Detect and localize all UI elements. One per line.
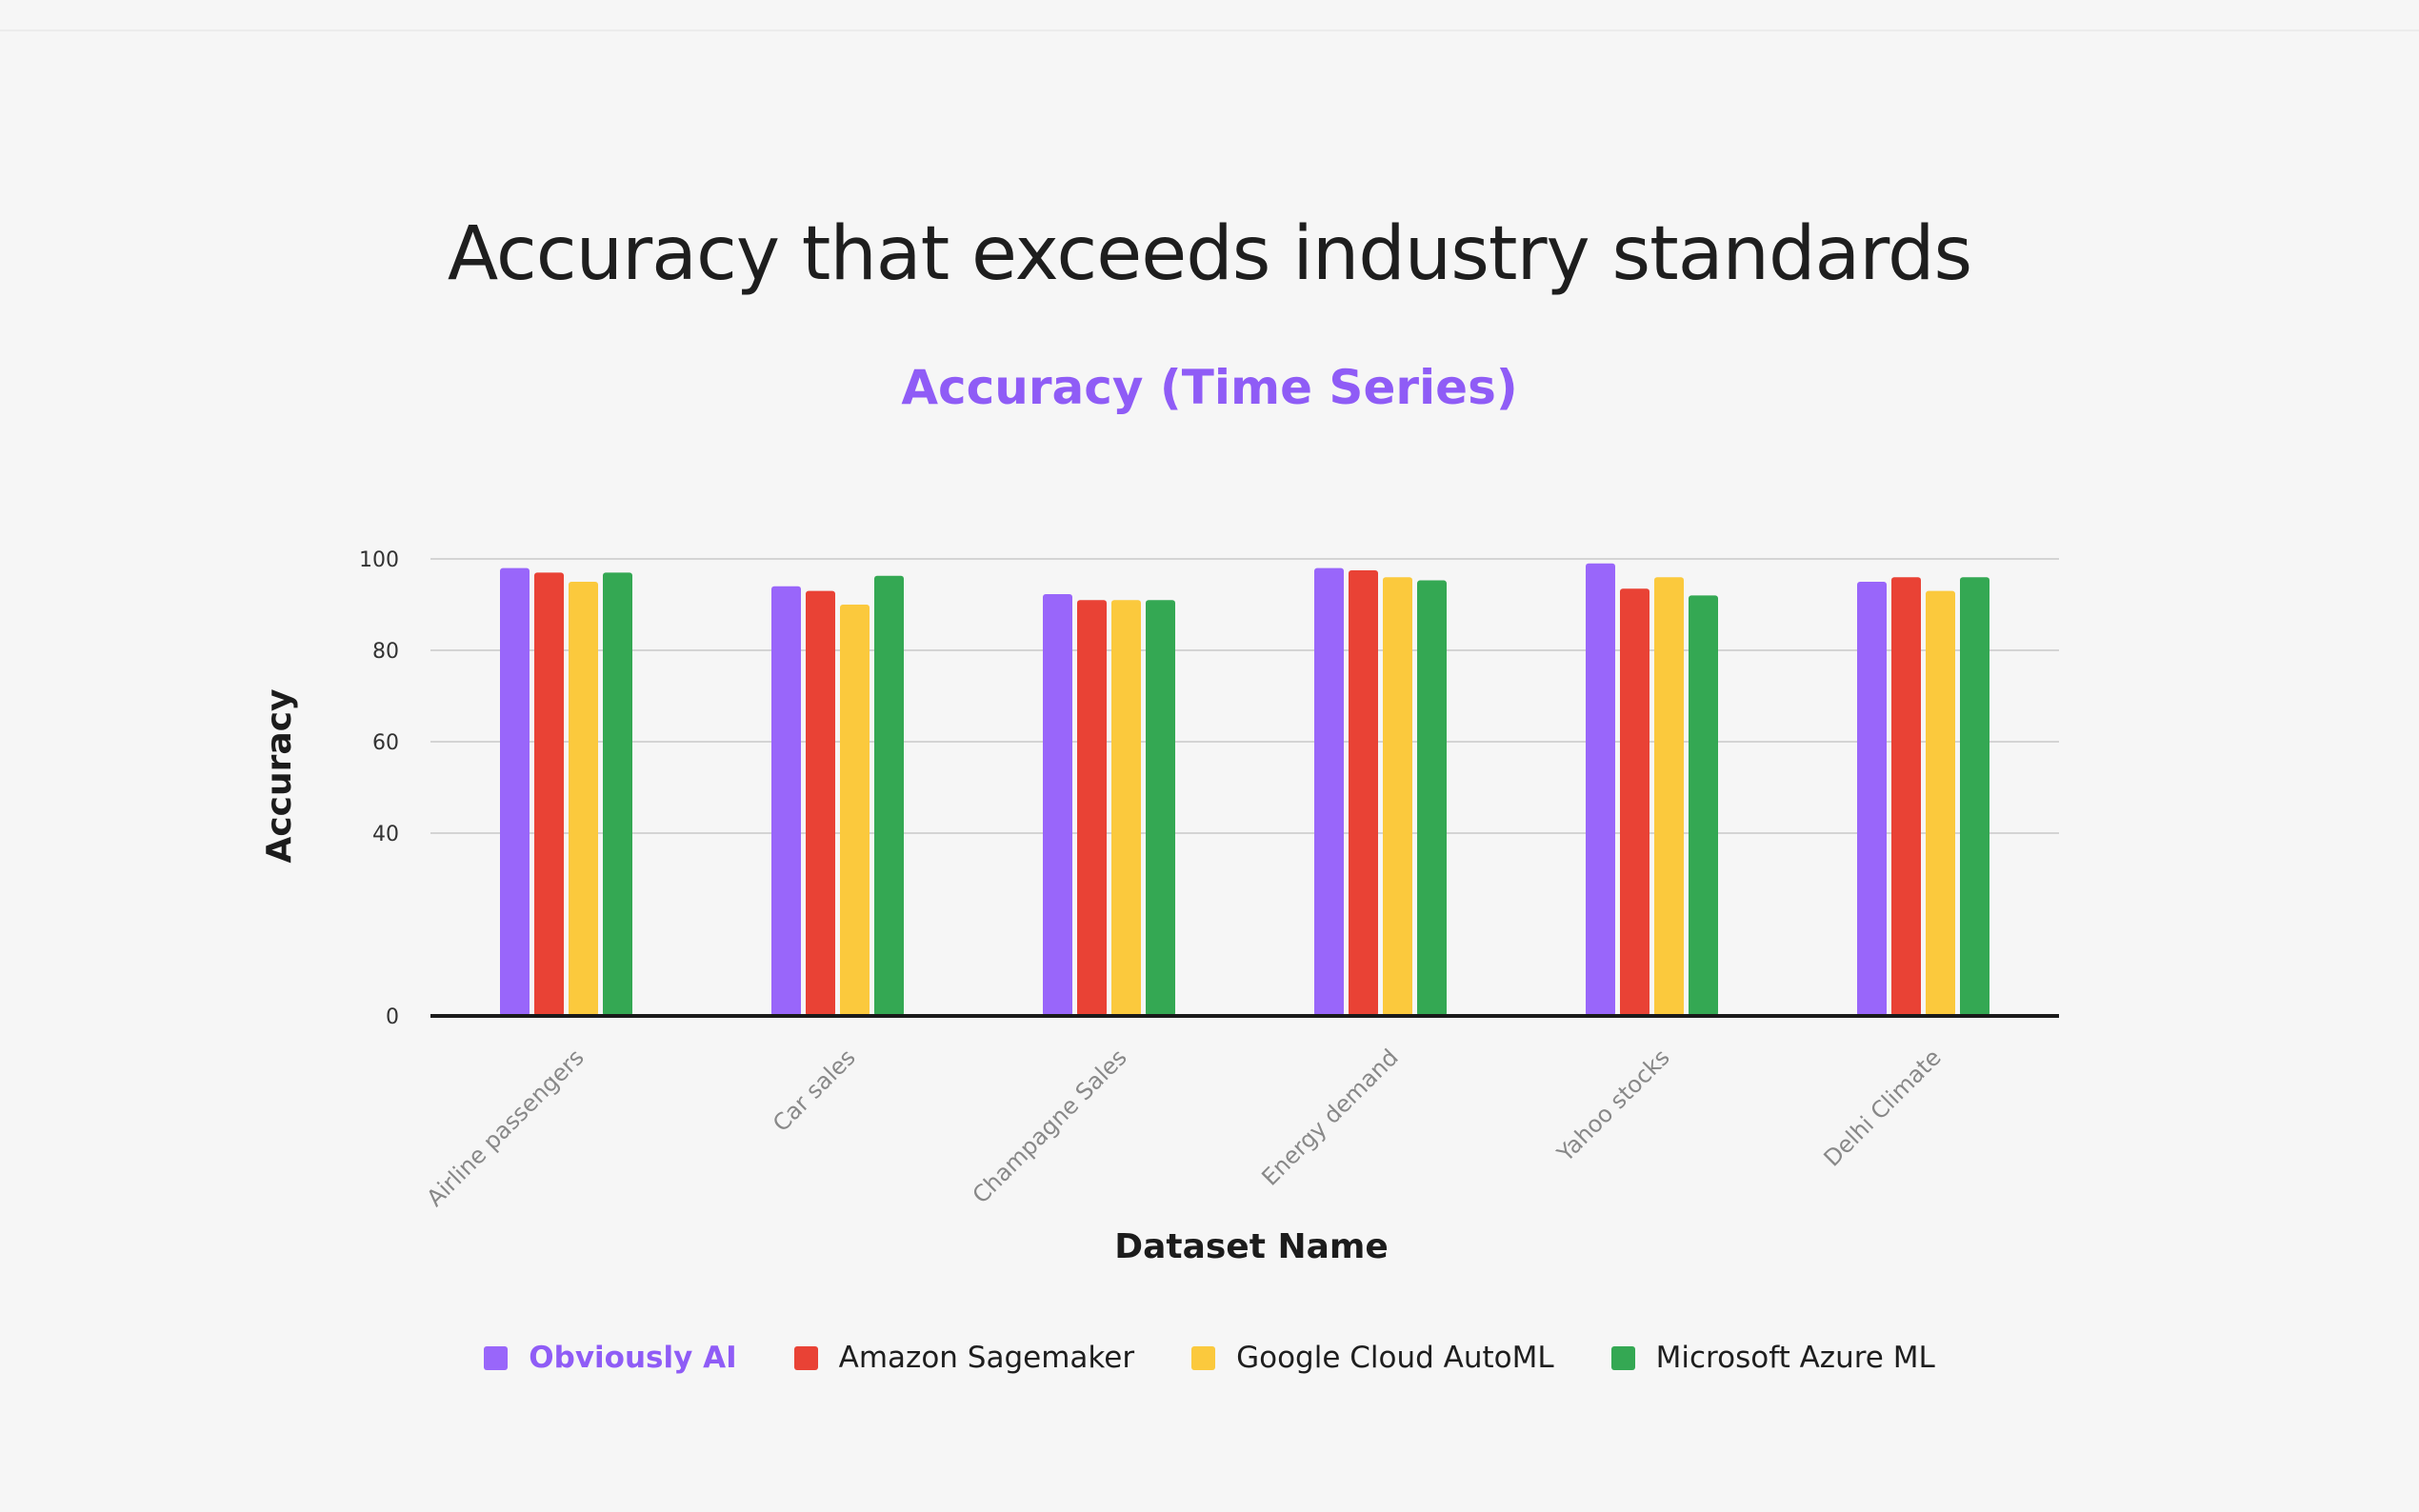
gridlines bbox=[430, 558, 2059, 834]
legend-swatch bbox=[1610, 1345, 1635, 1370]
legend-label: Amazon Sagemaker bbox=[838, 1341, 1135, 1375]
x-category-label: Car sales bbox=[768, 1044, 861, 1137]
bar-google-cloud-automl bbox=[1111, 600, 1141, 1016]
bars bbox=[500, 563, 1989, 1016]
legend-item: Obviously AI bbox=[484, 1341, 737, 1375]
bar-amazon-sagemaker bbox=[1891, 577, 1921, 1016]
legend-label: Obviously AI bbox=[529, 1341, 737, 1375]
legend-label: Google Cloud AutoML bbox=[1236, 1341, 1554, 1375]
x-axis-title: Dataset Name bbox=[1114, 1227, 1389, 1266]
x-category-label: Energy demand bbox=[1256, 1044, 1403, 1190]
y-tick-label: 40 bbox=[372, 823, 399, 846]
bar-obviously-ai bbox=[771, 586, 801, 1016]
bar-obviously-ai bbox=[1043, 593, 1072, 1016]
bar-microsoft-azure-ml bbox=[1146, 600, 1175, 1016]
bar-amazon-sagemaker bbox=[534, 572, 564, 1016]
y-tick-label: 80 bbox=[372, 640, 399, 664]
bar-google-cloud-automl bbox=[1654, 577, 1684, 1016]
chart-title: Accuracy (Time Series) bbox=[901, 360, 1518, 415]
y-axis-ticks: 0 40 60 80 100 bbox=[359, 548, 399, 1029]
page-title: Accuracy that exceeds industry standards bbox=[447, 211, 1972, 297]
bar-obviously-ai bbox=[1314, 567, 1344, 1016]
bar-amazon-sagemaker bbox=[1620, 588, 1649, 1016]
bar-google-cloud-automl bbox=[1926, 590, 1955, 1016]
x-category-label: Yahoo stocks bbox=[1551, 1044, 1675, 1167]
x-category-label: Delhi Climate bbox=[1819, 1044, 1947, 1171]
bar-amazon-sagemaker bbox=[1077, 600, 1107, 1016]
x-axis-categories: Airline passengers Car sales Champagne Sal… bbox=[422, 1044, 1947, 1211]
y-tick-label: 60 bbox=[372, 731, 399, 755]
legend-item: Google Cloud AutoML bbox=[1191, 1341, 1554, 1375]
bar-amazon-sagemaker bbox=[806, 590, 835, 1016]
chart-legend: Obviously AI Amazon Sagemaker Google Cloud… bbox=[0, 1341, 2419, 1375]
bar-obviously-ai bbox=[1586, 563, 1615, 1016]
y-axis-title: Accuracy bbox=[260, 688, 299, 863]
y-tick-label: 0 bbox=[386, 1005, 399, 1029]
bar-microsoft-azure-ml bbox=[603, 572, 632, 1016]
bar-obviously-ai bbox=[500, 567, 530, 1016]
x-category-label: Airline passengers bbox=[422, 1044, 590, 1211]
legend-swatch bbox=[1191, 1345, 1216, 1370]
bar-amazon-sagemaker bbox=[1349, 570, 1378, 1016]
bar-obviously-ai bbox=[1857, 582, 1887, 1016]
top-divider bbox=[0, 30, 2419, 31]
bar-google-cloud-automl bbox=[1383, 577, 1412, 1016]
legend-swatch bbox=[793, 1345, 818, 1370]
legend-item: Microsoft Azure ML bbox=[1610, 1341, 1935, 1375]
bar-microsoft-azure-ml bbox=[1417, 580, 1447, 1016]
bar-google-cloud-automl bbox=[840, 605, 870, 1016]
legend-swatch bbox=[484, 1345, 509, 1370]
legend-label: Microsoft Azure ML bbox=[1655, 1341, 1935, 1375]
bar-google-cloud-automl bbox=[569, 582, 598, 1016]
y-tick-label: 100 bbox=[359, 548, 399, 572]
bar-microsoft-azure-ml bbox=[1689, 595, 1718, 1016]
bar-microsoft-azure-ml bbox=[874, 575, 904, 1016]
bar-microsoft-azure-ml bbox=[1960, 577, 1989, 1016]
x-category-label: Champagne Sales bbox=[968, 1044, 1132, 1208]
legend-item: Amazon Sagemaker bbox=[793, 1341, 1135, 1375]
